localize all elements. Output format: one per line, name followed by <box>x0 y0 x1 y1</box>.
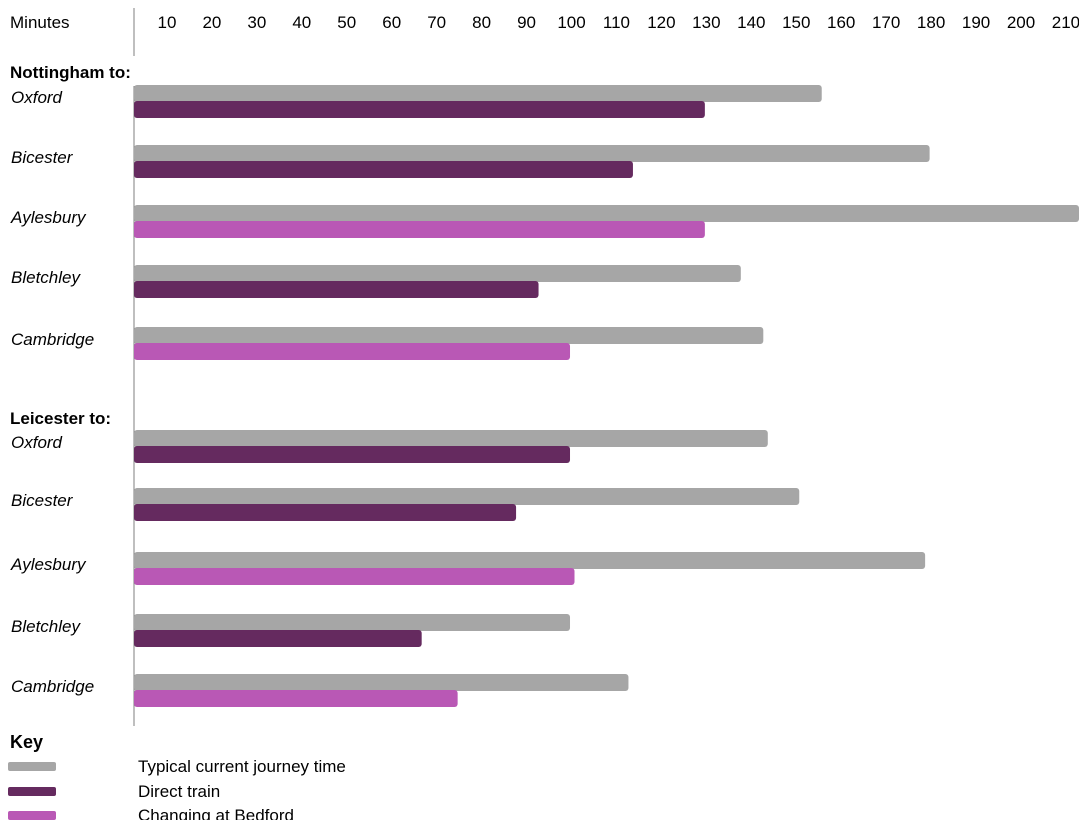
tick-label: 160 <box>827 13 855 32</box>
bar-direct <box>134 161 633 178</box>
bar-current <box>134 327 764 344</box>
row-label: Oxford <box>11 88 63 107</box>
bar-current <box>134 674 629 691</box>
tick-label: 200 <box>1007 13 1035 32</box>
bar-current <box>134 145 930 162</box>
row-label: Cambridge <box>11 330 94 349</box>
bar-current <box>134 205 1079 222</box>
tick-label: 20 <box>202 13 221 32</box>
bar-current <box>134 614 571 631</box>
tick-label: 60 <box>382 13 401 32</box>
bar-current <box>134 430 768 447</box>
legend-title: Key <box>10 732 43 752</box>
tick-label: 100 <box>557 13 585 32</box>
bar-direct <box>134 446 571 463</box>
tick-label: 90 <box>517 13 536 32</box>
tick-label: 50 <box>337 13 356 32</box>
tick-label: 150 <box>782 13 810 32</box>
row-label: Bicester <box>11 491 74 510</box>
bar-current <box>134 552 926 569</box>
tick-label: 110 <box>603 13 630 32</box>
tick-label: 40 <box>292 13 311 32</box>
row-label: Aylesbury <box>10 208 87 227</box>
row-label: Cambridge <box>11 677 94 696</box>
axis-label: Minutes <box>10 13 70 32</box>
legend-swatch-direct <box>8 787 56 796</box>
bar-direct <box>134 101 705 118</box>
tick-label: 210 <box>1052 13 1079 32</box>
bar-current <box>134 488 800 505</box>
group-title: Nottingham to: <box>10 63 131 82</box>
row-label: Oxford <box>11 433 63 452</box>
axis: Minutes 10 20 30 40 50 60 70 80 90 100 110 120 130 140… <box>10 8 1079 726</box>
legend-label-bedford: Changing at Bedford <box>138 806 294 820</box>
row-label: Bletchley <box>11 617 81 636</box>
legend-label-direct: Direct train <box>138 782 220 801</box>
tick-label: 120 <box>647 13 675 32</box>
group-title: Leicester to: <box>10 409 111 428</box>
tick-label: 30 <box>247 13 266 32</box>
bar-direct <box>134 504 517 521</box>
bar-current <box>134 265 741 282</box>
tick-label: 10 <box>157 13 176 32</box>
bar-bedford <box>134 690 458 707</box>
tick-label: 80 <box>472 13 491 32</box>
legend-label-current: Typical current journey time <box>138 757 346 776</box>
legend: Key Typical current journey time Direct tr… <box>8 732 346 820</box>
row-label: Bicester <box>11 148 74 167</box>
legend-swatch-current <box>8 762 56 771</box>
tick-label: 140 <box>737 13 765 32</box>
bar-bedford <box>134 568 575 585</box>
chart-rows: Nottingham to: Oxford Bicester Aylesbury Ble… <box>10 63 1079 707</box>
bar-bedford <box>134 221 705 238</box>
row-label: Bletchley <box>11 268 81 287</box>
row-label: Aylesbury <box>10 555 87 574</box>
tick-label: 70 <box>427 13 446 32</box>
bar-direct <box>134 630 422 647</box>
bar-direct <box>134 281 539 298</box>
tick-label: 180 <box>917 13 945 32</box>
legend-swatch-bedford <box>8 811 56 820</box>
tick-label: 170 <box>872 13 900 32</box>
tick-label: 190 <box>962 13 990 32</box>
tick-label: 130 <box>692 13 720 32</box>
bar-bedford <box>134 343 571 360</box>
bar-current <box>134 85 822 102</box>
